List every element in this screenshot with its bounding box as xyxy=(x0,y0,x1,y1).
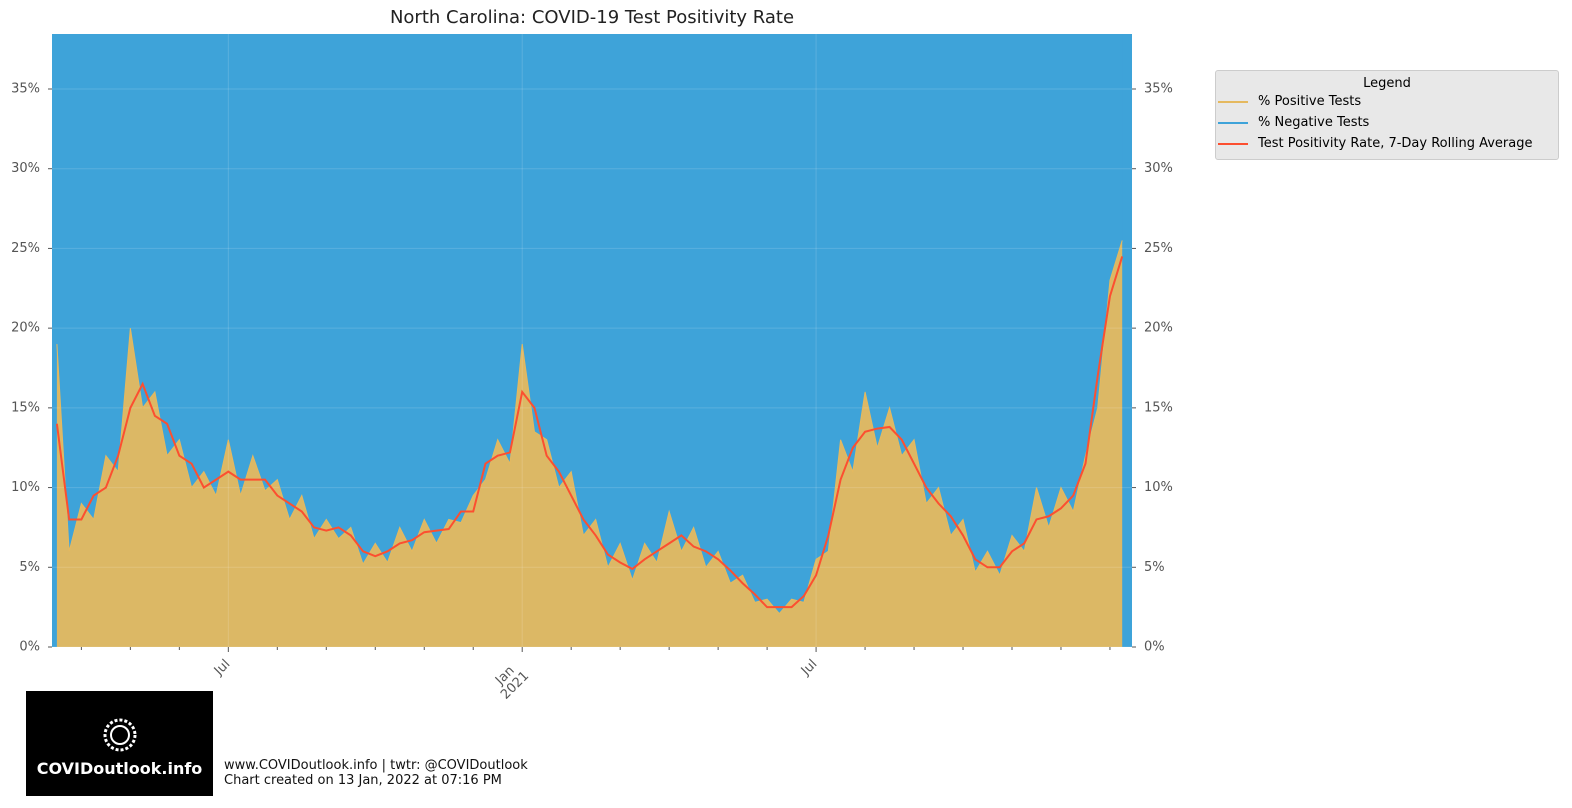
legend-item: % Positive Tests xyxy=(1216,91,1558,112)
y-tick-label: 10% xyxy=(11,480,40,495)
footer-line: www.COVIDoutlook.info | twtr: @COVIDoutl… xyxy=(224,758,528,773)
y-tick-label: 15% xyxy=(11,400,40,415)
logo: COVIDoutlook.info xyxy=(26,691,213,796)
legend-label: % Negative Tests xyxy=(1258,115,1370,130)
legend-label: Test Positivity Rate, 7-Day Rolling Aver… xyxy=(1258,136,1533,151)
y-tick-label-right: 20% xyxy=(1144,321,1173,336)
legend-item: % Negative Tests xyxy=(1216,112,1558,133)
y-tick-label: 35% xyxy=(11,82,40,97)
logo-text: COVIDoutlook.info xyxy=(36,759,203,778)
footer: www.COVIDoutlook.info | twtr: @COVIDoutl… xyxy=(224,758,528,788)
y-tick-label-right: 35% xyxy=(1144,82,1173,97)
rolling-average-line xyxy=(55,256,1124,609)
legend-label: % Positive Tests xyxy=(1258,94,1362,109)
footer-line: Chart created on 13 Jan, 2022 at 07:16 P… xyxy=(224,773,502,788)
positive-area xyxy=(56,240,1123,647)
y-tick-label-right: 30% xyxy=(1144,161,1173,176)
legend-item: Test Positivity Rate, 7-Day Rolling Aver… xyxy=(1216,133,1558,154)
y-tick-label: 25% xyxy=(11,241,40,256)
chart-title: North Carolina: COVID-19 Test Positivity… xyxy=(390,7,794,28)
y-tick-label: 5% xyxy=(19,560,40,575)
legend: Legend% Positive Tests % Negative Tests Te… xyxy=(1215,70,1559,160)
y-tick-label-right: 0% xyxy=(1144,640,1165,655)
plot-area xyxy=(52,34,1132,647)
y-tick-label: 20% xyxy=(11,321,40,336)
y-tick-label: 30% xyxy=(11,161,40,176)
legend-swatch xyxy=(1218,142,1248,145)
legend-swatch xyxy=(1218,100,1248,103)
logo-icon xyxy=(103,718,136,752)
y-tick-label-right: 25% xyxy=(1144,241,1173,256)
y-tick-label: 0% xyxy=(19,640,40,655)
y-tick-label-right: 15% xyxy=(1144,400,1173,415)
legend-swatch xyxy=(1218,121,1248,124)
legend-title: Legend xyxy=(1363,76,1411,91)
y-tick-label-right: 5% xyxy=(1144,560,1165,575)
y-tick-label-right: 10% xyxy=(1144,480,1173,495)
negative-area xyxy=(56,34,1123,614)
